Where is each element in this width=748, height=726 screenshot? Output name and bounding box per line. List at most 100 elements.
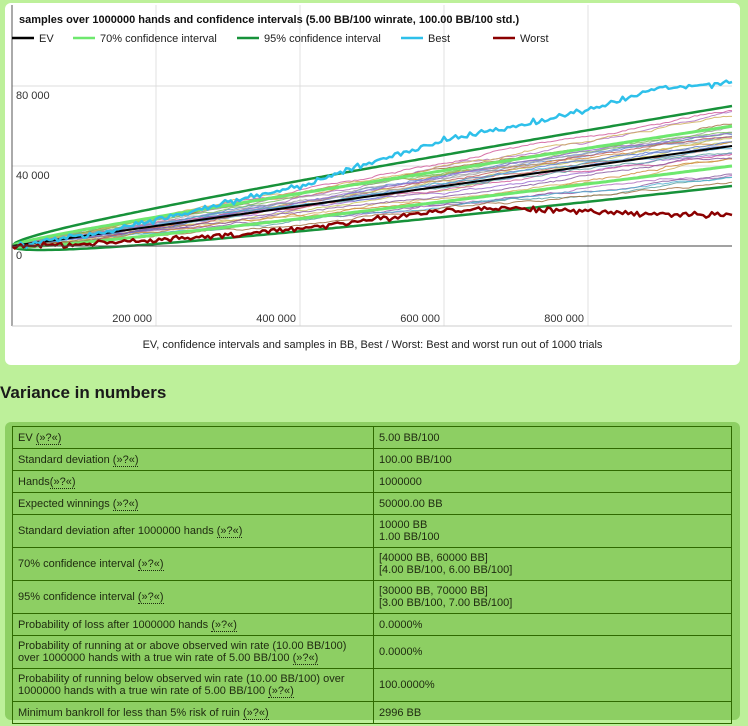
series-best [11,79,733,250]
stats-label-text: Probability of running at or above obser… [18,640,347,664]
stats-value-line: 2996 BB [379,706,422,719]
y-tick-label: 0 [16,250,22,262]
series-worst [11,205,733,250]
stats-value-line: 1.00 BB/100 [379,531,440,543]
stats-value-line: 10000 BB [379,519,428,531]
legend-label: 95% confidence interval [264,33,381,45]
stats-label-text: Standard deviation [18,453,113,466]
stats-label: EV (»?«) [12,426,374,449]
stats-row: EV (»?«) 5.00 BB/100 [12,426,732,449]
help-link[interactable]: (»?«) [112,453,139,467]
help-link[interactable]: (»?«) [137,591,164,604]
chart-legend: EV 70% confidence interval 95% confidence … [12,33,549,45]
stats-table: EV (»?«) 5.00 BB/100 Standard deviation (»… [12,426,732,724]
sample-run-line [11,176,733,248]
legend-item: 95% confidence interval [237,33,381,45]
legend-item: EV [12,33,54,45]
y-tick-label: 40 000 [16,170,50,182]
stats-value: 2996 BB [373,701,732,724]
stats-row: 70% confidence interval (»?«) [40000 BB, … [12,547,732,581]
help-link[interactable]: (»?«) [137,558,164,571]
series-70-lower [11,164,733,249]
stats-value-line: [40000 BB, 60000 BB] [379,552,488,564]
chart-title: samples over 1000000 hands and confidenc… [19,14,519,26]
stats-value: [40000 BB, 60000 BB] [4.00 BB/100, 6.00 B… [373,547,732,581]
stats-label: Standard deviation (»?«) [12,448,374,471]
stats-value-line: [4.00 BB/100, 6.00 BB/100] [379,564,513,576]
chart-panel: 200 000 400 000 600 000 800 000 0 40 000 80 00… [5,3,740,365]
x-tick-label: 400 000 [256,313,296,325]
stats-label: Minimum bankroll for less than 5% risk o… [12,701,374,724]
series-ev [11,145,733,247]
help-link[interactable]: (»?«) [35,431,62,445]
stats-label: Probability of loss after 1000000 hands … [12,613,374,636]
stats-value: 100.00 BB/100 [373,448,732,471]
variance-chart: 200 000 400 000 600 000 800 000 0 40 000 80 00… [11,5,733,327]
section-heading: Variance in numbers [0,383,167,402]
stats-value: 100.0000% [373,668,732,702]
stats-value: 10000 BB 1.00 BB/100 [373,514,732,548]
stats-label: Hands(»?«) [12,470,374,493]
help-link[interactable]: (»?«) [268,685,294,698]
stats-row: Hands(»?«) 1000000 [12,470,732,493]
stats-value-line: 5.00 BB/100 [379,431,440,444]
stats-value: 50000.00 BB [373,492,732,515]
stats-label: Probability of running at or above obser… [12,635,374,669]
help-link[interactable]: (»?«) [49,475,76,489]
stats-value-line: 0.0000% [379,646,423,658]
sample-run-line [11,131,732,247]
x-tick-label: 800 000 [544,313,584,325]
stats-label-text: Probability of loss after 1000000 hands [18,618,212,631]
stats-row: Standard deviation (»?«) 100.00 BB/100 [12,448,732,471]
stats-value: 0.0000% [373,613,732,636]
stats-label-text: 95% confidence interval [18,591,138,603]
series-70-upper [11,124,733,248]
stats-label-text: 70% confidence interval [18,558,138,570]
legend-label: EV [39,33,54,45]
stats-label: 95% confidence interval (»?«) [12,580,374,614]
stats-row: Standard deviation after 1000000 hands (… [12,514,732,548]
stats-label: Expected winnings (»?«) [12,492,374,515]
stats-row: 95% confidence interval (»?«) [30000 BB, … [12,580,732,614]
chart-caption: EV, confidence intervals and samples in … [142,339,603,351]
series-95-upper [11,104,733,247]
stats-label: Standard deviation after 1000000 hands (… [12,514,374,548]
series-layer [11,79,733,252]
stats-value-line: 100.0000% [379,679,435,691]
legend-item: 70% confidence interval [73,33,217,45]
stats-label-text: Standard deviation after 1000000 hands [18,525,217,537]
sample-run-line [11,157,733,247]
y-tick-label: 80 000 [16,90,50,102]
stats-value-line: [3.00 BB/100, 7.00 BB/100] [379,597,513,609]
stats-row: Probability of loss after 1000000 hands … [12,613,732,636]
stats-panel: EV (»?«) 5.00 BB/100 Standard deviation (»… [5,422,740,724]
stats-value-line: [30000 BB, 70000 BB] [379,585,488,597]
x-tick-label: 600 000 [400,313,440,325]
help-link[interactable]: (»?«) [211,618,237,632]
x-tick-label: 200 000 [112,313,152,325]
stats-row: Minimum bankroll for less than 5% risk o… [12,701,732,724]
stats-row: Probability of running below observed wi… [12,668,732,702]
stats-label-text: Minimum bankroll for less than 5% risk o… [18,706,243,719]
help-link[interactable]: (»?«) [242,706,269,720]
stats-value: [30000 BB, 70000 BB] [3.00 BB/100, 7.00 B… [373,580,732,614]
stats-value: 1000000 [373,470,732,493]
stats-value: 5.00 BB/100 [373,426,732,449]
help-link[interactable]: (»?«) [112,497,139,511]
help-link[interactable]: (»?«) [216,525,243,538]
legend-item: Worst [493,33,549,45]
axis-layer: 200 000 400 000 600 000 800 000 0 40 000 80 00… [11,5,732,327]
help-link[interactable]: (»?«) [292,652,319,665]
stats-label-text: Expected winnings [18,497,113,510]
stats-value-line: 1000000 [379,475,422,488]
sample-run-line [11,158,732,248]
stats-label-text: Probability of running below observed wi… [18,673,345,697]
stats-label: 70% confidence interval (»?«) [12,547,374,581]
legend-item: Best [401,33,450,45]
legend-label: Worst [520,33,549,45]
stats-value: 0.0000% [373,635,732,669]
stats-row: Expected winnings (»?«) 50000.00 BB [12,492,732,515]
stats-value-line: 0.0000% [379,618,423,631]
stats-label-text: EV [18,431,36,444]
stats-value-line: 100.00 BB/100 [379,453,452,466]
